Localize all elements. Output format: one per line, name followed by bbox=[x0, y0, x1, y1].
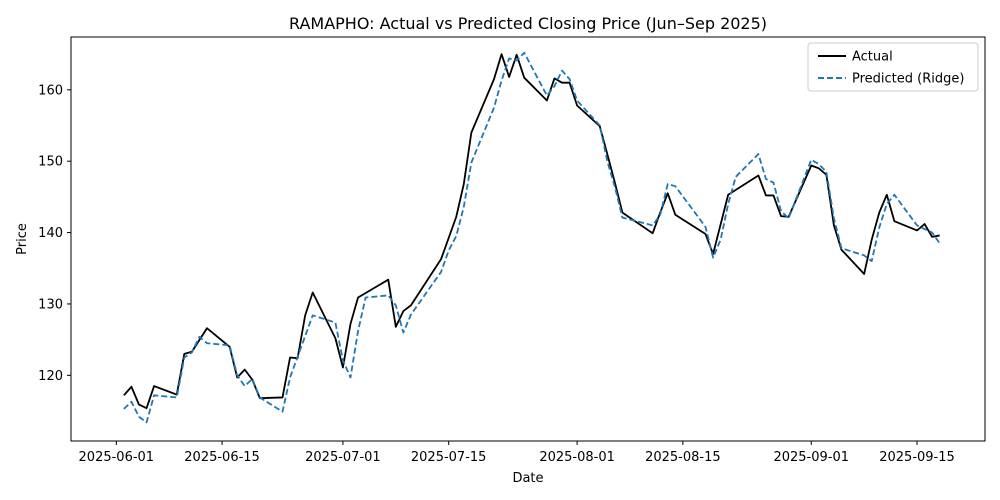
x-tick-label: 2025-09-15 bbox=[879, 450, 955, 465]
series-layer bbox=[123, 51, 941, 424]
legend-box bbox=[807, 42, 979, 92]
x-tick-label: 2025-09-01 bbox=[773, 450, 849, 465]
legend-label-actual: Actual bbox=[852, 50, 893, 65]
x-tick-label: 2025-07-01 bbox=[305, 450, 381, 465]
y-tick-label: 130 bbox=[38, 297, 63, 312]
y-tick-label: 120 bbox=[38, 369, 63, 384]
y-tick-label: 140 bbox=[38, 226, 63, 241]
x-axis-label: Date bbox=[512, 471, 543, 486]
x-tick-label: 2025-08-01 bbox=[539, 450, 615, 465]
y-axis: 120 130 140 150 160 bbox=[38, 83, 71, 384]
chart-title: RAMAPHO: Actual vs Predicted Closing Pri… bbox=[289, 14, 767, 33]
series-points-predicted bbox=[123, 52, 940, 423]
x-tick-label: 2025-07-15 bbox=[411, 450, 487, 465]
plot-area bbox=[70, 36, 986, 442]
y-tick-label: 150 bbox=[38, 155, 63, 170]
legend-label-predicted: Predicted (Ridge) bbox=[852, 72, 964, 87]
x-axis: 2025-06-01 2025-06-15 2025-07-01 2025-07-15… bbox=[79, 441, 955, 465]
legend: Actual Predicted (Ridge) bbox=[807, 42, 979, 92]
y-axis-label: Price bbox=[15, 223, 30, 255]
y-tick-label: 160 bbox=[38, 83, 63, 98]
plot-frame bbox=[70, 36, 986, 442]
x-tick-label: 2025-08-15 bbox=[645, 450, 721, 465]
x-tick-label: 2025-06-01 bbox=[79, 450, 155, 465]
x-tick-label: 2025-06-15 bbox=[184, 450, 260, 465]
